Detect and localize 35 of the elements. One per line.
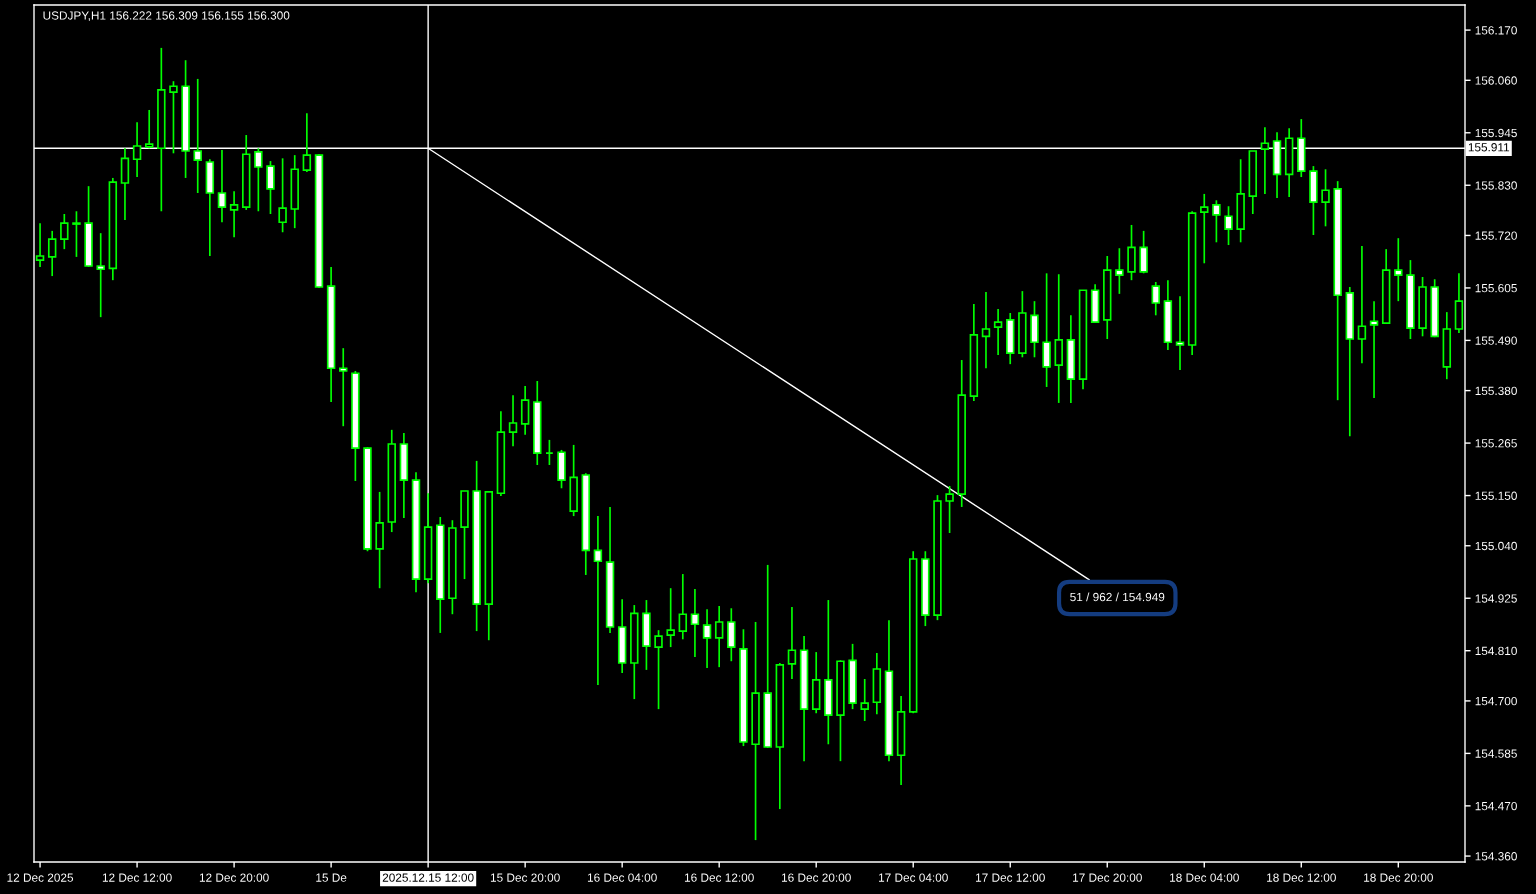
y-tick-label: 155.150 [1475,491,1517,500]
x-tick-label: 16 Dec 12:00 [684,873,754,882]
y-tick-label: 155.720 [1475,231,1517,240]
y-tick-label: 154.810 [1475,646,1517,656]
ref-line-label: 155.911 [1468,143,1510,152]
y-tick-label: 156.060 [1475,76,1517,85]
y-tick-label: 154.360 [1475,852,1517,861]
x-tick-label: 16 Dec 04:00 [587,873,657,882]
x-tick-label: 15 Dec 20:00 [490,873,560,882]
y-tick-label: 156.170 [1475,26,1517,35]
x-tick-label: 16 Dec 20:00 [781,873,851,882]
x-tick-label: 17 Dec 20:00 [1073,873,1142,882]
y-tick-label: 155.945 [1475,128,1517,138]
y-tick-label: 155.605 [1475,283,1517,293]
y-tick-label: 154.700 [1475,696,1517,706]
y-tick-label: 155.380 [1475,386,1517,395]
y-tick-label: 154.585 [1475,749,1517,758]
y-tick-label: 154.470 [1475,801,1517,811]
y-tick-label: 154.925 [1475,594,1517,603]
y-tick-label: 155.040 [1475,541,1517,551]
x-tick-label: 18 Dec 12:00 [1267,873,1336,882]
x-tick-label: 18 Dec 04:00 [1170,873,1239,882]
x-tick-label: 12 Dec 12:00 [102,873,172,882]
x-tick-label: 12 Dec 20:00 [199,873,269,882]
annotation: 51 / 962 / 154.949 [1070,592,1165,602]
y-tick-label: 155.490 [1475,336,1517,345]
y-tick-label: 155.265 [1475,439,1517,448]
x-tick-label: 12 Dec 2025 [7,873,74,882]
x-tick-label: 18 Dec 20:00 [1364,873,1433,882]
x-tick-label: 2025.12.15 12:00 [382,873,474,882]
chart-title: USDJPY,H1 156.222 156.309 156.155 156.300 [43,11,290,22]
x-tick-label: 17 Dec 04:00 [879,873,948,882]
x-tick-label: 17 Dec 12:00 [976,873,1045,882]
x-tick-label: 15 De [316,873,347,882]
y-tick-label: 155.830 [1475,181,1517,190]
